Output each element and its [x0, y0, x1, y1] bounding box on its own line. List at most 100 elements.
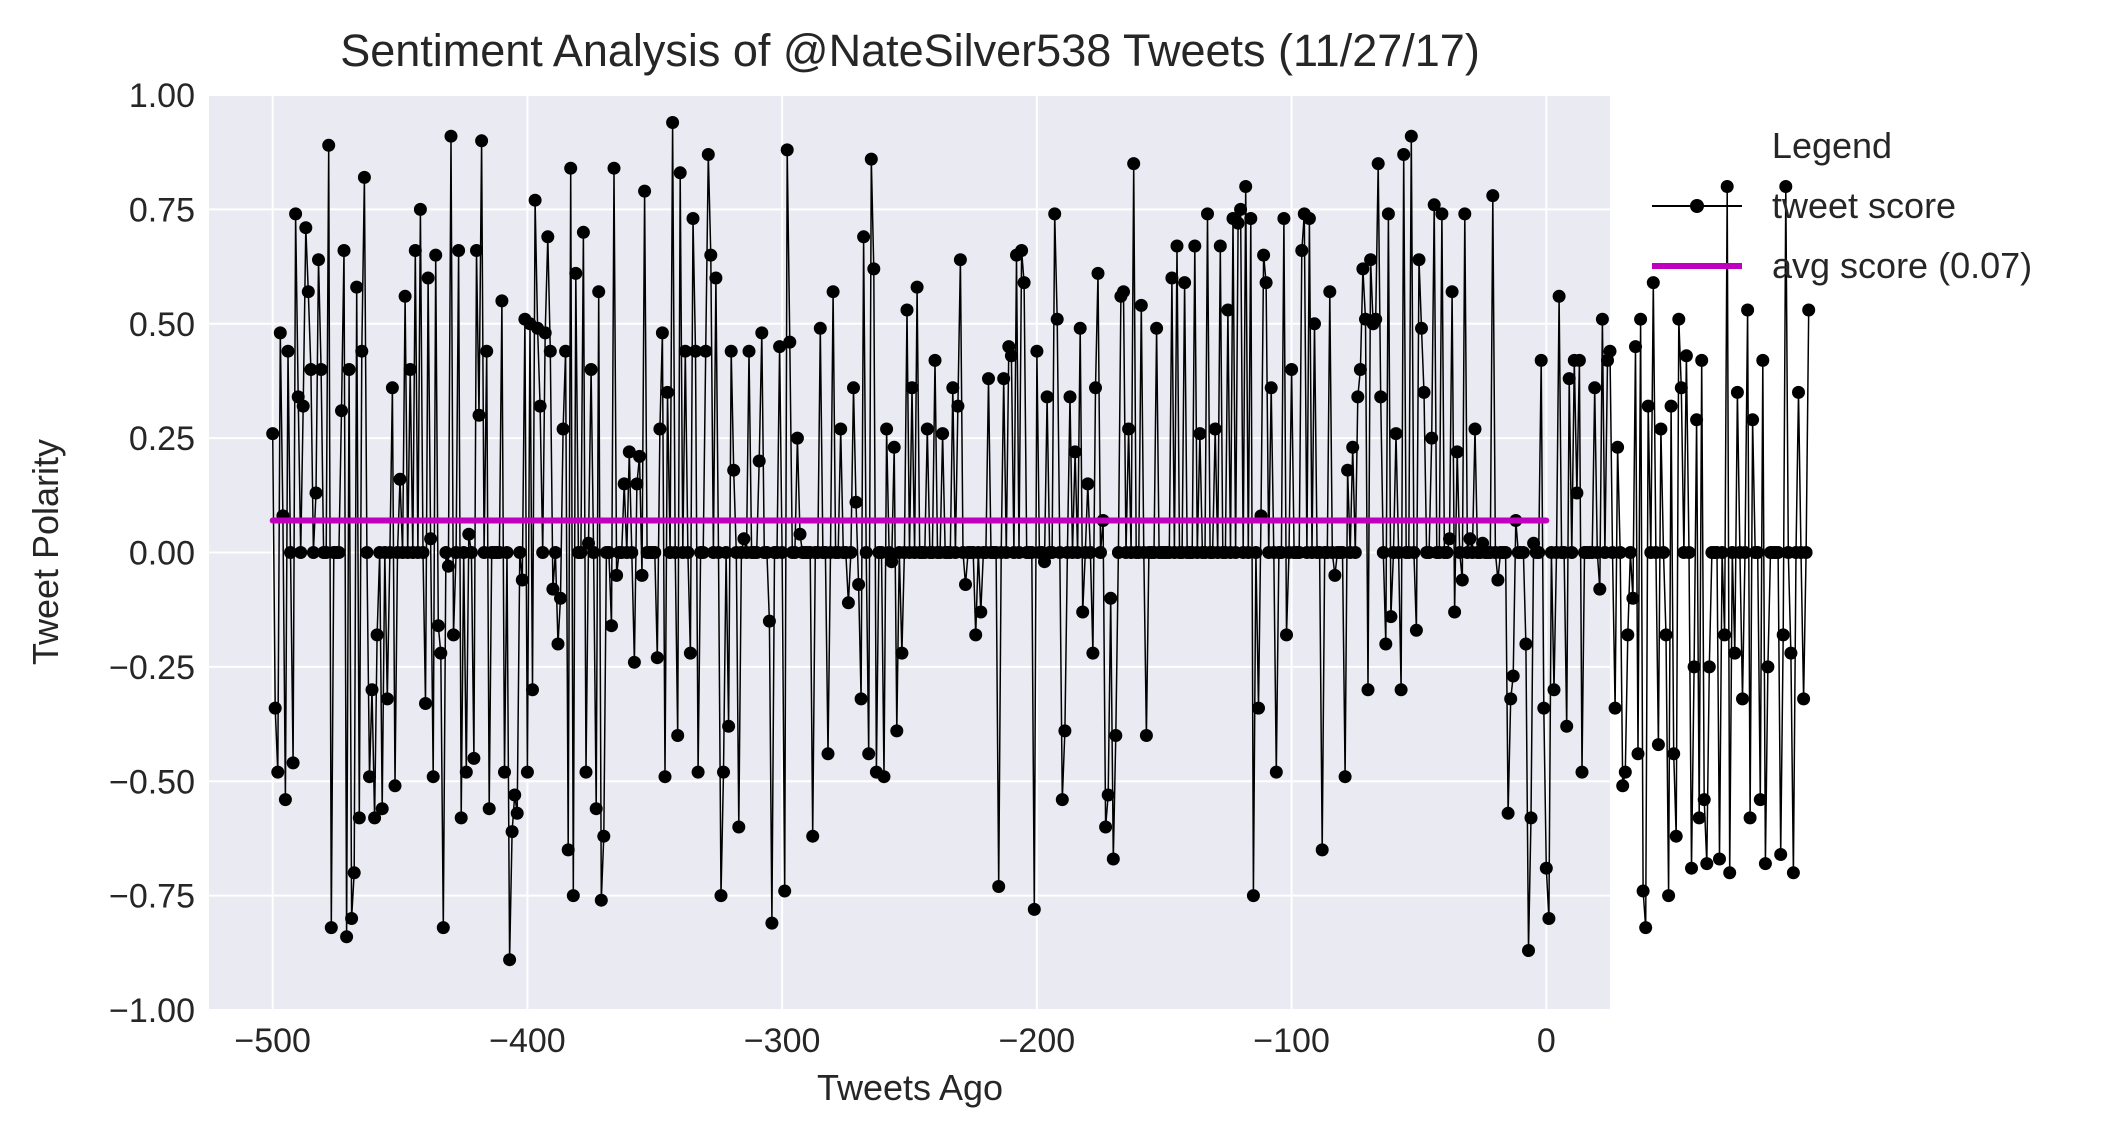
tweet-score-point	[1259, 276, 1273, 290]
tweet-score-point	[1458, 207, 1472, 221]
tweet-score-point	[885, 555, 899, 569]
tweet-score-point	[1758, 857, 1772, 871]
tweet-score-point	[281, 344, 295, 358]
tweet-score-point	[447, 628, 460, 642]
tweet-score-point	[365, 683, 379, 697]
tweet-score-point	[1659, 628, 1673, 642]
tweet-score-point	[528, 193, 542, 207]
tweet-score-point	[1797, 692, 1811, 706]
tweet-score-point	[683, 646, 697, 660]
tweet-score-point	[419, 697, 432, 710]
tweet-score-point	[1455, 573, 1469, 587]
tweet-score-point	[821, 747, 835, 761]
tweet-score-point	[1081, 477, 1095, 491]
tweet-score-point	[732, 820, 746, 834]
tweet-score-point	[1435, 207, 1449, 221]
tweet-score-point	[370, 628, 384, 642]
tweet-score-point	[625, 546, 639, 559]
tweet-score-point	[742, 344, 756, 358]
x-tick-label: −500	[234, 1022, 311, 1060]
tweet-score-point	[1246, 889, 1260, 903]
tweet-score-point	[541, 230, 555, 244]
tweet-score-point	[1104, 591, 1118, 605]
tweet-score-point	[1697, 793, 1711, 807]
tweet-score-point	[1027, 902, 1041, 916]
tweet-score-point	[597, 829, 611, 843]
tweet-score-point	[1285, 363, 1299, 376]
tweet-score-point	[936, 427, 950, 441]
tweet-score-point	[1280, 628, 1293, 642]
tweet-score-point	[1415, 321, 1428, 335]
tweet-score-point	[1486, 189, 1500, 203]
legend: Legend tweet score avg score (0.07)	[1652, 125, 2032, 286]
tweet-score-point	[355, 344, 369, 358]
tweet-score-point	[859, 546, 873, 559]
tweet-score-point	[727, 463, 741, 477]
tweet-score-point	[1353, 363, 1367, 376]
tweet-score-point	[1040, 390, 1054, 404]
tweet-score-point	[503, 953, 517, 967]
tweet-score-point	[324, 921, 338, 935]
y-tick-label: 0.75	[129, 191, 195, 229]
tweet-score-point	[538, 326, 552, 340]
tweet-score-point	[1101, 788, 1115, 802]
tweet-score-point	[895, 646, 909, 660]
tweet-score-point	[1537, 701, 1551, 715]
tweet-score-point	[1086, 646, 1100, 660]
tweet-score-point	[1384, 610, 1398, 624]
y-tick-label: 0.50	[129, 306, 195, 344]
tweet-score-point	[1786, 866, 1800, 880]
tweet-score-point	[454, 811, 468, 825]
tweet-score-point	[1083, 546, 1097, 559]
tweet-score-point	[439, 546, 453, 559]
x-tick-label: −100	[1253, 1022, 1330, 1060]
tweet-score-point	[847, 381, 860, 395]
tweet-score-point	[617, 477, 631, 491]
tweet-score-point	[1427, 198, 1441, 212]
tweet-score-point	[556, 422, 570, 436]
tweet-score-point	[1407, 546, 1421, 559]
tweet-score-point	[1539, 861, 1553, 875]
tweet-score-point	[1570, 486, 1584, 500]
tweet-score-point	[498, 765, 511, 779]
tweet-score-point	[1264, 381, 1278, 395]
tweet-score-point	[1588, 381, 1602, 395]
x-axis-label: Tweets Ago	[817, 1067, 1003, 1108]
tweet-score-point	[332, 546, 346, 559]
tweet-score-point	[1562, 372, 1576, 386]
y-axis-label: Tweet Polarity	[25, 439, 66, 665]
tweet-score-point	[495, 294, 509, 308]
tweet-score-point	[352, 811, 366, 825]
tweet-score-point	[1139, 729, 1153, 742]
tweet-score-point	[1715, 546, 1729, 559]
tweet-score-point	[299, 221, 313, 235]
tweet-score-point	[357, 170, 371, 184]
y-tick-labels: 1.00 0.75 0.50 0.25 0.00 −0.25 −0.50 −0.75 −1.00	[109, 77, 195, 1030]
tweet-score-point	[1315, 843, 1329, 857]
tweet-score-point	[1376, 546, 1390, 559]
tweet-score-point	[1542, 912, 1556, 925]
tweet-score-point	[1346, 440, 1360, 454]
tweet-score-point	[1679, 349, 1693, 363]
tweet-score-point	[696, 546, 710, 559]
tweet-score-point	[1295, 244, 1309, 257]
tweet-score-point	[569, 266, 583, 280]
tweet-score-point	[880, 422, 894, 436]
tweet-score-point	[1073, 321, 1087, 335]
tweet-score-point	[1516, 546, 1530, 559]
y-tick-label: −0.75	[109, 878, 195, 916]
tweet-score-point	[576, 225, 590, 239]
tweet-score-point	[1468, 422, 1482, 436]
tweet-score-point	[1017, 276, 1031, 290]
tweet-score-point	[1629, 340, 1642, 354]
tweet-score-point	[1443, 532, 1456, 546]
tweet-score-point	[579, 765, 593, 779]
tweet-score-point	[1522, 944, 1535, 957]
tweet-score-point	[610, 568, 624, 582]
tweet-score-point	[1249, 546, 1263, 559]
tweet-score-point	[505, 825, 519, 839]
tweet-score-point	[1409, 623, 1423, 637]
tweet-score-point	[508, 788, 522, 802]
tweet-score-point	[526, 683, 539, 697]
tweet-score-point	[681, 546, 695, 559]
